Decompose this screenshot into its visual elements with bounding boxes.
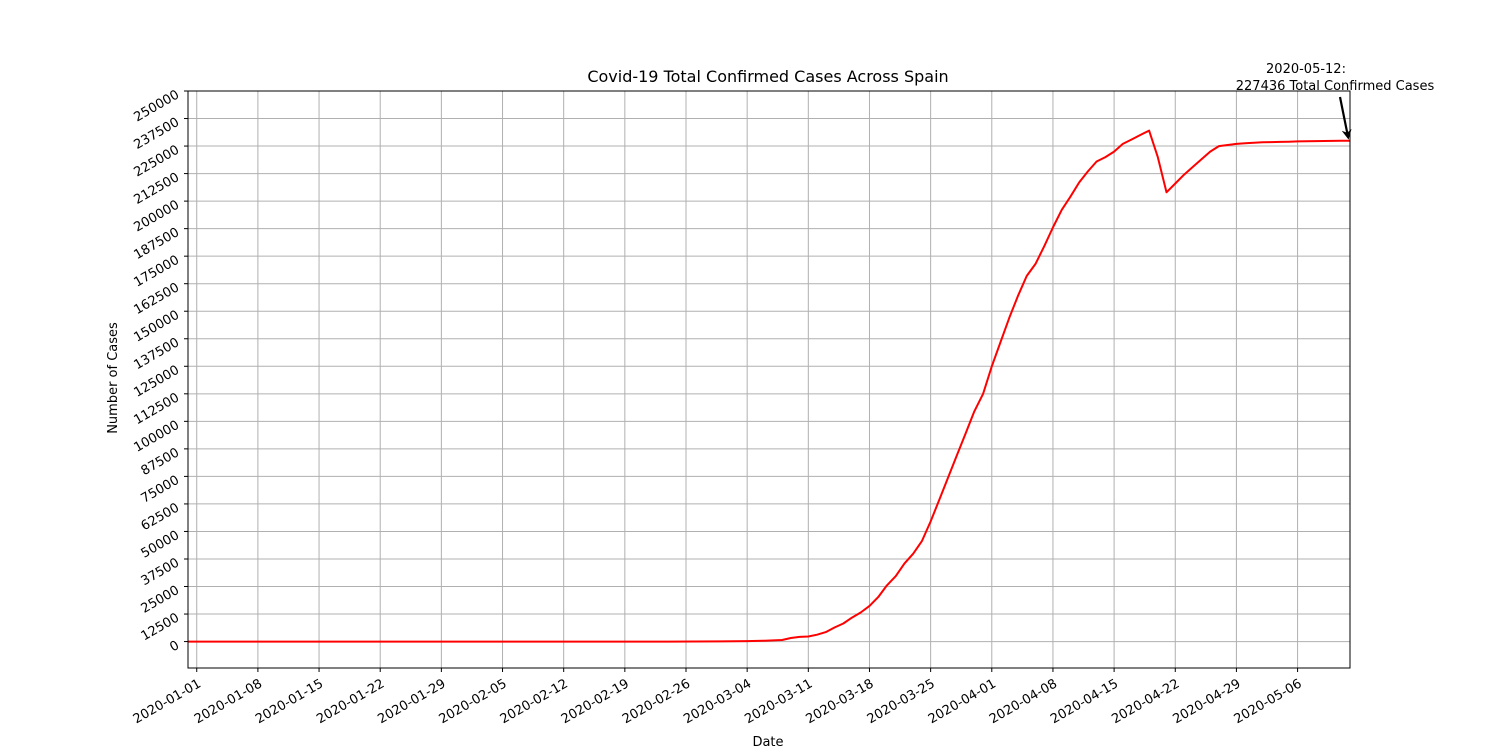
- x-tick-label: 2020-01-01: [131, 676, 204, 727]
- x-tick-label: 2020-05-06: [1232, 676, 1305, 727]
- annotation-arrow: [1338, 96, 1352, 140]
- x-tick-label: 2020-02-05: [437, 676, 510, 727]
- x-tick-label: 2020-03-18: [804, 676, 877, 727]
- annotation: 2020-05-12: 227436 Total Confirmed Cases: [1236, 62, 1435, 140]
- series-line: [188, 129, 1351, 643]
- x-tick-label: 2020-04-22: [1109, 676, 1182, 727]
- x-tick-label: 2020-01-22: [314, 676, 387, 727]
- x-tick-label: 2020-02-26: [620, 676, 693, 727]
- x-tick-label: 2020-04-29: [1170, 676, 1243, 727]
- y-axis: 0125002500037500500006250075000875001000…: [132, 87, 188, 655]
- x-tick-label: 2020-03-11: [742, 676, 815, 727]
- grid: [188, 90, 1350, 668]
- annotation-value: 227436 Total Confirmed Cases: [1236, 79, 1435, 94]
- plot-area: [188, 129, 1351, 643]
- x-tick-label: 2020-04-15: [1048, 676, 1121, 727]
- plot-frame: [187, 90, 1351, 669]
- x-tick-label: 2020-01-29: [375, 676, 448, 727]
- x-tick-label: 2020-01-08: [192, 676, 265, 727]
- annotation-date: 2020-05-12:: [1266, 62, 1346, 77]
- x-axis: 2020-01-012020-01-082020-01-152020-01-22…: [131, 668, 1305, 727]
- x-tick-label: 2020-03-04: [681, 676, 754, 727]
- x-tick-label: 2020-02-19: [559, 676, 632, 727]
- x-tick-label: 2020-03-25: [865, 676, 938, 727]
- y-axis-label: Number of Cases: [106, 322, 121, 434]
- x-axis-label: Date: [752, 735, 783, 750]
- x-tick-label: 2020-01-15: [253, 676, 326, 727]
- y-tick-label: 0: [167, 638, 182, 655]
- x-tick-label: 2020-04-08: [987, 676, 1060, 727]
- x-tick-label: 2020-04-01: [926, 676, 999, 727]
- chart-title: Covid-19 Total Confirmed Cases Across Sp…: [587, 67, 948, 86]
- x-tick-label: 2020-02-12: [498, 676, 571, 727]
